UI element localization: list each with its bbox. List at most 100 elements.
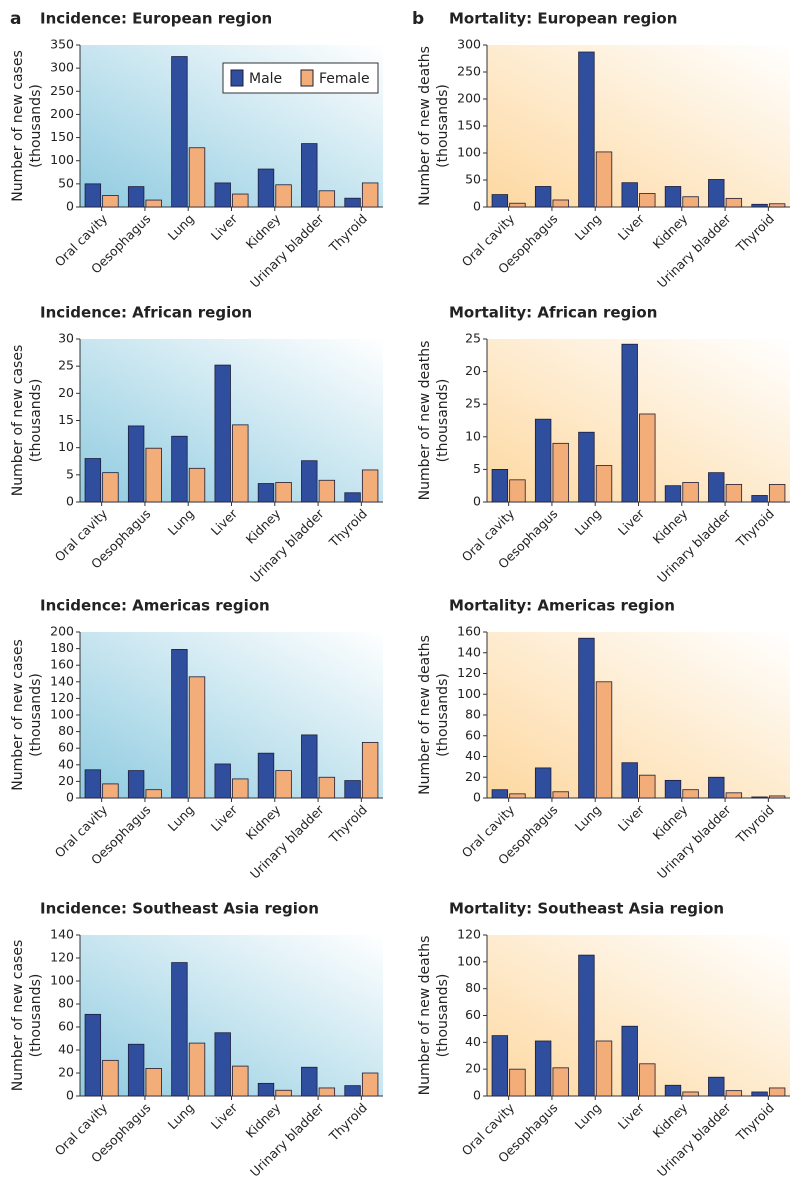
bar [188, 676, 206, 799]
bar [664, 485, 682, 503]
y-axis-label: Number of new cases [10, 345, 26, 497]
bar [595, 465, 613, 503]
y-axis-label: (thousands) [28, 974, 44, 1058]
plot-background [487, 45, 790, 207]
bar [509, 1068, 526, 1097]
y-tick-label: 150 [50, 129, 74, 144]
bar [361, 1072, 379, 1097]
bar [301, 1066, 318, 1097]
x-tick-label: Thyroid [325, 211, 369, 255]
y-tick-label: 80 [58, 723, 74, 738]
bar [639, 193, 656, 208]
y-axis-label: (thousands) [28, 673, 44, 757]
bar [639, 774, 656, 799]
bar [275, 1089, 292, 1097]
bar [232, 193, 249, 208]
y-tick-label: 40 [465, 1034, 481, 1049]
y-tick-label: 5 [473, 461, 481, 476]
y-tick-label: 100 [457, 145, 481, 160]
y-tick-label: 60 [58, 740, 74, 755]
y-axis-label: (thousands) [435, 974, 451, 1058]
x-tick-label: Kidney [243, 1100, 284, 1141]
legend-label: Female [319, 71, 370, 87]
x-tick-label: Kidney [243, 211, 284, 252]
y-tick-label: 20 [465, 363, 481, 378]
bar [751, 1091, 768, 1097]
bar [318, 776, 336, 799]
x-tick-label: Thyroid [325, 506, 369, 550]
bar [509, 793, 526, 799]
bar [145, 1068, 162, 1097]
bar [102, 472, 119, 503]
bar [188, 1042, 206, 1097]
x-tick-label: Liver [615, 505, 648, 538]
x-tick-label: Urinary bladder [247, 210, 327, 290]
bar [595, 1040, 613, 1097]
bar [708, 776, 725, 799]
bar [275, 770, 292, 799]
bar [491, 194, 509, 208]
bar [664, 779, 682, 799]
bar [682, 1091, 699, 1097]
y-axis-label: Number of new cases [10, 940, 26, 1092]
y-axis-label: Number of new deaths [417, 635, 433, 795]
x-tick-label: Urinary bladder [654, 801, 734, 881]
bar [725, 792, 743, 799]
bar [361, 741, 379, 799]
x-tick-label: Thyroid [325, 802, 369, 846]
y-tick-label: 350 [50, 37, 74, 52]
x-tick-label: Urinary bladder [247, 1099, 327, 1179]
y-tick-label: 60 [58, 1019, 74, 1034]
y-tick-label: 5 [66, 466, 74, 481]
y-tick-label: 20 [58, 1065, 74, 1080]
bar [275, 482, 292, 503]
y-tick-label: 180 [50, 640, 74, 655]
bar [621, 343, 638, 503]
chart-title: Incidence: Southeast Asia region [40, 900, 319, 918]
y-tick-label: 30 [58, 331, 74, 346]
y-tick-label: 10 [58, 439, 74, 454]
x-tick-label: Kidney [243, 506, 284, 547]
y-tick-label: 120 [50, 690, 74, 705]
y-tick-label: 300 [457, 37, 481, 52]
y-axis-label: Number of new cases [10, 639, 26, 791]
bar [84, 183, 102, 208]
y-axis-label: Number of new deaths [417, 936, 433, 1096]
x-tick-label: Liver [615, 1099, 648, 1132]
bar [232, 424, 249, 503]
x-tick-label: Lung [572, 506, 604, 538]
y-tick-label: 50 [58, 175, 74, 190]
x-tick-label: Liver [208, 1099, 241, 1132]
y-tick-label: 15 [58, 412, 74, 427]
bar [318, 1087, 336, 1097]
bar [232, 778, 249, 799]
x-tick-label: Kidney [650, 211, 691, 252]
plot-background [487, 339, 790, 502]
bar [127, 425, 145, 503]
bar [621, 182, 638, 208]
bar [188, 467, 206, 503]
legend-swatch [230, 69, 244, 87]
panel-label: b [412, 9, 424, 29]
y-tick-label: 0 [66, 790, 74, 805]
y-tick-label: 0 [473, 199, 481, 214]
bar [344, 1085, 361, 1097]
y-tick-label: 0 [66, 494, 74, 509]
bar [145, 447, 162, 503]
chart-title: Mortality: Southeast Asia region [449, 900, 724, 918]
bar [621, 1025, 638, 1097]
x-tick-label: Urinary bladder [654, 210, 734, 290]
y-tick-label: 140 [457, 644, 481, 659]
bar [214, 182, 231, 208]
x-tick-label: Lung [165, 211, 197, 243]
y-tick-label: 60 [465, 1007, 481, 1022]
y-tick-label: 250 [50, 83, 74, 98]
bar [768, 1087, 786, 1097]
y-tick-label: 160 [50, 657, 74, 672]
bar [318, 190, 336, 208]
y-tick-label: 120 [457, 665, 481, 680]
x-tick-label: Liver [615, 210, 648, 243]
bar [578, 431, 595, 503]
y-axis-label: Number of new deaths [417, 46, 433, 206]
